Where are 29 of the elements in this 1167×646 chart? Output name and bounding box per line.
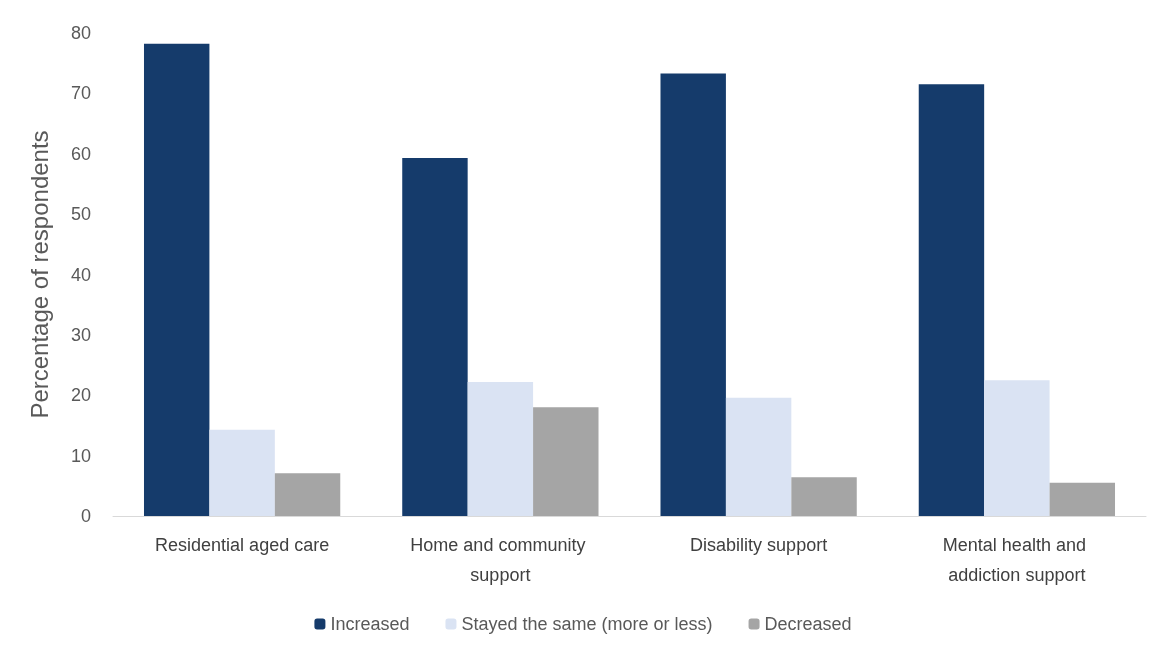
x-tick-label: Mental health and addiction support (942, 535, 1091, 585)
y-tick-label: 50 (70, 204, 91, 225)
bar (918, 84, 985, 516)
bar (984, 380, 1050, 516)
y-axis-title: Percentage of respondents (25, 130, 53, 419)
bar (660, 73, 726, 516)
y-tick-label: 20 (70, 385, 91, 406)
y-tick-label: 70 (70, 83, 91, 104)
y-tick-label: 80 (70, 23, 91, 43)
y-tick-label: 30 (70, 324, 91, 345)
bar (143, 43, 210, 516)
legend-label: Stayed the same (more or less) (461, 614, 713, 634)
bar (402, 157, 468, 516)
x-tick-label: Residential aged care (155, 535, 330, 555)
x-tick-label: Home and community support (410, 535, 591, 585)
y-tick-label: 60 (70, 143, 91, 164)
y-tick-label: 40 (70, 264, 91, 285)
bar (209, 429, 275, 516)
bar (725, 397, 792, 516)
legend-label: Increased (330, 614, 410, 634)
y-tick-label: 0 (80, 506, 91, 526)
legend-label: Decreased (764, 614, 852, 634)
y-tick-label: 10 (70, 445, 91, 466)
bar (467, 381, 534, 516)
bar (533, 407, 599, 516)
bar (791, 477, 857, 516)
bar (1049, 482, 1116, 516)
x-tick-label: Disability support (690, 535, 828, 555)
bar (274, 473, 341, 516)
